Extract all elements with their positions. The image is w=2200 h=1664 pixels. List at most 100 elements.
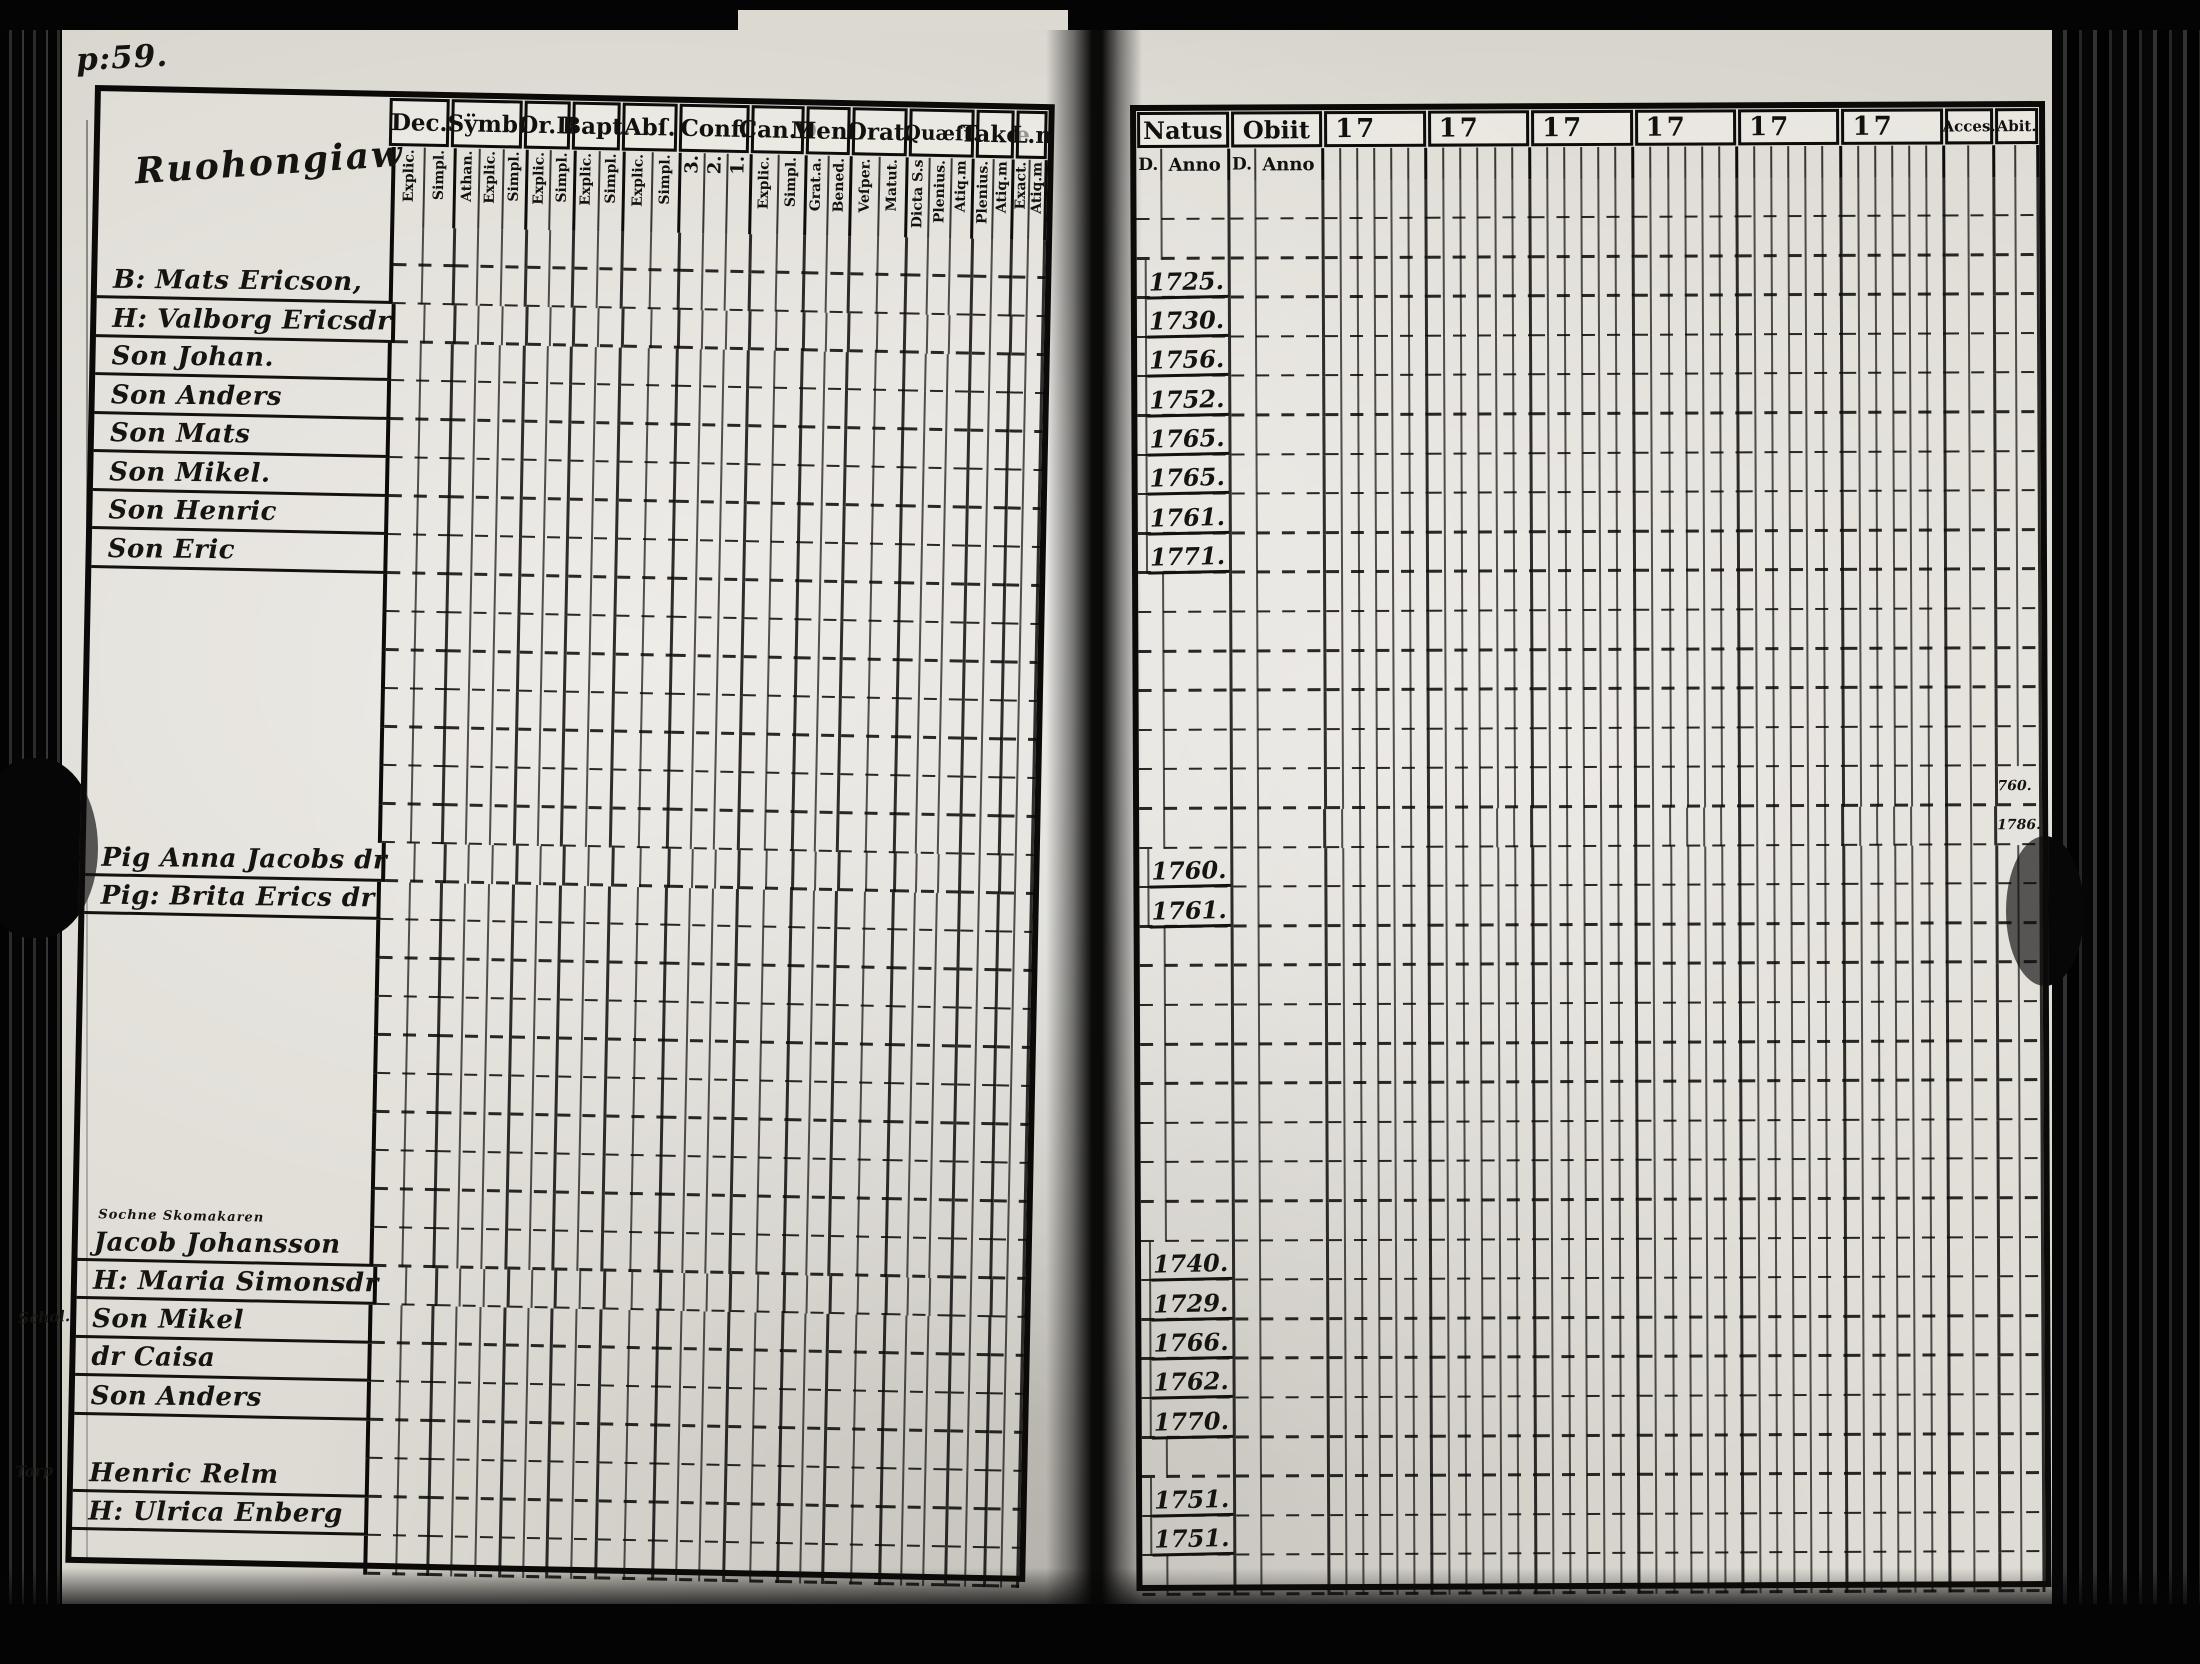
grid-subcell — [451, 1498, 476, 1538]
grid-subcell — [988, 354, 1009, 394]
grid-cell — [656, 1387, 729, 1428]
decade-subcell — [1637, 729, 1652, 768]
decade-subcell — [1807, 767, 1825, 807]
decade-subcell — [1378, 1398, 1396, 1438]
grid-cell — [897, 737, 964, 778]
grid-subcell — [990, 239, 1011, 278]
decade-subcell — [1358, 651, 1376, 691]
abit-subcell — [2015, 491, 2038, 531]
decade-subcell — [1914, 1513, 1932, 1553]
grid-subcell — [526, 268, 548, 307]
grid-subcell — [686, 964, 711, 1004]
grid-cell — [443, 805, 517, 846]
decade-subcell — [1652, 885, 1671, 926]
decade-subcell — [1827, 1474, 1845, 1515]
decade-subcell — [1599, 729, 1618, 769]
name-cell — [88, 683, 386, 728]
decade-subcell — [1550, 1082, 1568, 1123]
grid-cell — [1001, 778, 1036, 818]
decade-cell — [1432, 1358, 1537, 1398]
decade-cell — [1428, 336, 1532, 377]
obiit-day-subcell — [1235, 1281, 1259, 1320]
decade-subcell — [1686, 728, 1704, 769]
decade-subcell — [1325, 416, 1340, 455]
decade-subcell — [1640, 1358, 1655, 1397]
grid-subcell — [959, 932, 977, 971]
natus-year: 1766. — [1150, 1326, 1233, 1361]
grid-cell — [972, 277, 1013, 317]
decade-subcell — [1668, 571, 1686, 611]
acces-cell — [1948, 845, 1998, 885]
grid-subcell — [462, 921, 488, 961]
grid-subcell — [949, 1432, 967, 1471]
grid-subcell — [468, 613, 494, 653]
decade-cell — [1846, 1238, 1951, 1279]
grid-subcell — [484, 1037, 509, 1077]
grid-subcell — [926, 276, 949, 316]
grid-subcell — [869, 583, 898, 623]
decade-cell — [1637, 767, 1742, 808]
decade-subcell — [1686, 846, 1705, 886]
decade-subcell — [1616, 650, 1634, 690]
grid-subcell — [893, 930, 913, 969]
grid-subcell — [623, 1540, 652, 1580]
grid-subcell — [569, 500, 592, 539]
grid-subcell — [393, 266, 422, 305]
decade-subcell — [1548, 689, 1566, 730]
grid-cell — [804, 273, 851, 314]
grid-subcell — [437, 1268, 459, 1307]
grid-subcell — [491, 691, 516, 731]
decade-subcell — [1498, 1318, 1517, 1359]
decade-subcell — [1755, 649, 1773, 690]
decade-subcell — [1684, 296, 1702, 336]
decade-subcell — [1844, 807, 1859, 846]
grid-subcell — [430, 1460, 452, 1499]
decade-subcell — [1755, 806, 1773, 847]
decade-subcell — [1723, 1475, 1742, 1515]
grid-subcell — [471, 498, 496, 538]
decade-subcell — [1810, 1396, 1828, 1436]
grid-subcell — [753, 1350, 781, 1391]
grid-cell — [506, 1230, 556, 1270]
grid-cell — [510, 1038, 559, 1078]
decade-sub-slot — [1718, 146, 1736, 179]
grid-cell — [842, 659, 900, 700]
decade-sub-slot — [1597, 146, 1615, 179]
abit-subcell — [2019, 1238, 2042, 1278]
decade-subcell — [1653, 1003, 1671, 1044]
decade-subcell — [1408, 415, 1426, 455]
decade-subcell — [1687, 1003, 1705, 1044]
abit-cell — [2000, 1552, 2046, 1592]
grid-cell — [903, 429, 971, 470]
table-row — [1140, 1080, 2044, 1125]
grid-subcell — [749, 1543, 777, 1583]
decade-subcell — [1651, 493, 1669, 533]
decade-subcell — [1531, 179, 1546, 218]
decade-subcell — [1757, 1042, 1775, 1083]
grid-cell — [737, 888, 794, 929]
grid-subcell — [509, 1269, 531, 1308]
grid-subcell — [465, 806, 490, 846]
grid-cell — [608, 1001, 666, 1042]
grid-subcell — [738, 889, 763, 928]
decade-cell — [1638, 1082, 1743, 1122]
obiit-cell — [1231, 455, 1326, 495]
grid-subcell — [476, 1422, 501, 1462]
grid-subcell — [641, 617, 671, 657]
decade-cell — [1743, 1356, 1848, 1397]
decade-subcell — [1893, 727, 1911, 768]
decade-subcell — [1909, 413, 1927, 453]
subheader-cell: Explic. Simpl. — [394, 147, 458, 229]
decade-subcell — [1892, 531, 1911, 571]
decade-subcell — [1547, 532, 1565, 573]
decade-cell — [1326, 729, 1431, 770]
grid-subcell — [965, 662, 983, 701]
decade-subcell — [1448, 1437, 1466, 1477]
subheader-label: Dicta S.s — [909, 159, 927, 229]
decade-subcell — [1719, 414, 1737, 454]
decade-subcell — [1395, 1476, 1414, 1516]
decade-subcell — [1702, 492, 1720, 533]
grid-subcell — [764, 773, 793, 813]
decade-subcell — [1825, 963, 1843, 1004]
decade-subcell — [1433, 1437, 1448, 1476]
